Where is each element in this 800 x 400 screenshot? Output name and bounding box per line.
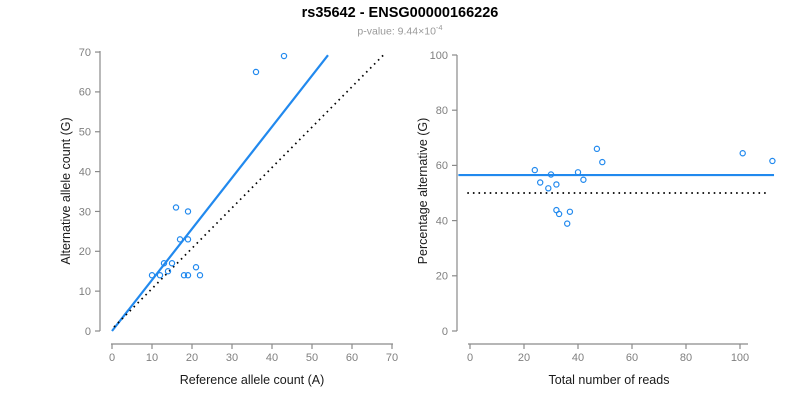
data-point (184, 208, 192, 215)
x-axis-tick-label: 50 (306, 352, 318, 364)
data-point (148, 272, 156, 279)
percentage-scatter-plot: 0 20 40 60 80 100 0 20 40 60 80 100 Total number of … (416, 50, 776, 387)
data-point (168, 260, 176, 267)
y-axis-tick-label: 80 (436, 105, 448, 117)
data-point (156, 272, 164, 279)
x-axis-tick-label: 40 (266, 352, 278, 364)
data-point (252, 68, 260, 76)
x-axis-tick-label: 60 (346, 352, 358, 364)
pvalue-exponent: -4 (435, 23, 443, 32)
y-axis-tick-label: 10 (79, 286, 91, 298)
x-axis-tick-label: 100 (731, 352, 749, 364)
data-point (531, 166, 538, 174)
data-point (566, 208, 574, 215)
data-point (545, 185, 552, 192)
x-axis-tick-label: 0 (467, 352, 473, 364)
data-point (196, 272, 204, 279)
data-point (160, 260, 168, 267)
y-axis-tick-label: 60 (79, 87, 91, 99)
data-point (547, 171, 555, 178)
data-point (580, 176, 587, 183)
x-axis-tick-label: 40 (572, 352, 584, 364)
x-axis-tick-label: 60 (626, 352, 638, 364)
data-point (176, 236, 184, 243)
data-point (536, 179, 544, 186)
x-axis-tick-label: 80 (680, 352, 692, 364)
y-axis-tick-label: 20 (79, 246, 91, 258)
x-axis-tick-label: 70 (386, 352, 398, 364)
x-axis-tick-label: 0 (109, 352, 115, 364)
data-point (553, 181, 560, 188)
data-point (280, 52, 288, 60)
identity-line (113, 52, 386, 328)
y-axis-tick-label: 0 (442, 326, 448, 338)
data-point (563, 220, 571, 227)
data-point (172, 204, 180, 211)
y-axis-tick-label: 20 (436, 271, 448, 283)
pvalue-text: p-value: 9.44×10 (357, 25, 436, 38)
y-axis-tick-label: 0 (85, 326, 91, 338)
allele-counts-scatter-plot: 0 10 20 30 40 50 60 70 0 10 20 30 40 50 60 70 Reference … (59, 47, 398, 387)
y-axis-label: Percentage alternative (G) (416, 118, 430, 265)
x-axis-tick-label: 20 (186, 352, 198, 364)
data-point (164, 268, 172, 275)
data-point (184, 272, 192, 279)
x-axis-tick-label: 10 (146, 352, 158, 364)
y-axis-tick-label: 40 (79, 166, 91, 178)
data-point (599, 158, 606, 166)
figure-subtitle: p-value: 9.44×10-4 (0, 23, 800, 38)
y-axis-tick-label: 60 (436, 160, 448, 172)
y-axis-tick-label: 100 (430, 50, 448, 62)
data-point (769, 157, 776, 165)
figure-title: rs35642 - ENSG00000166226 (301, 5, 499, 21)
data-point (555, 210, 563, 218)
data-point (574, 169, 582, 176)
x-axis-label: Reference allele count (A) (180, 373, 325, 387)
data-point (192, 264, 200, 271)
y-axis-tick-label: 70 (79, 47, 91, 59)
y-axis-label: Alternative allele count (G) (59, 117, 73, 264)
data-point (184, 236, 192, 243)
y-axis-tick-label: 30 (79, 206, 91, 218)
data-point (593, 145, 601, 153)
x-axis-label: Total number of reads (549, 373, 670, 387)
data-point (180, 272, 188, 279)
regression-line (111, 54, 329, 332)
y-axis-tick-label: 50 (79, 127, 91, 139)
x-axis-tick-label: 30 (226, 352, 238, 364)
x-axis-tick-label: 20 (518, 352, 530, 364)
data-point (739, 150, 746, 157)
y-axis-tick-label: 40 (436, 215, 448, 227)
